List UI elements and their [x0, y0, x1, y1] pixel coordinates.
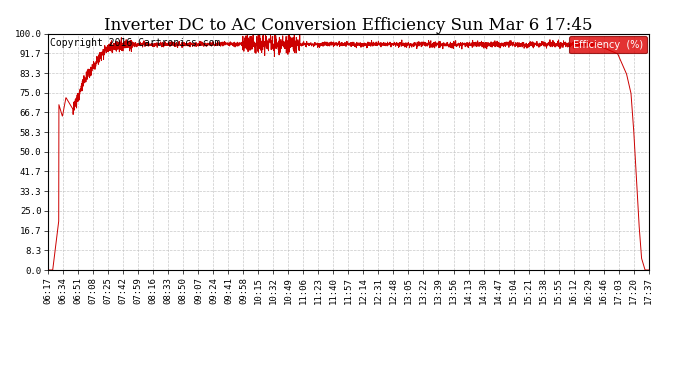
Legend: Efficiency  (%): Efficiency (%): [569, 36, 647, 54]
Text: Copyright 2016 Cartronics.com: Copyright 2016 Cartronics.com: [50, 39, 220, 48]
Title: Inverter DC to AC Conversion Efficiency Sun Mar 6 17:45: Inverter DC to AC Conversion Efficiency …: [104, 16, 593, 34]
